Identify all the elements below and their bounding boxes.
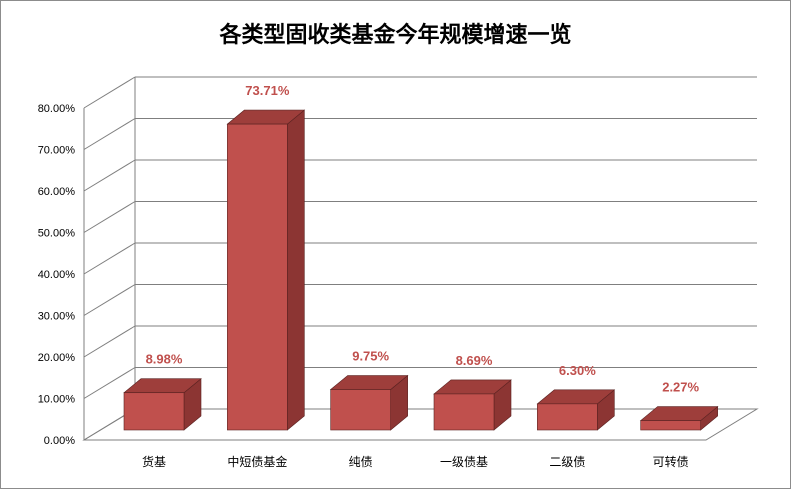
side-gridline [83, 284, 136, 316]
category-label: 可转债 [653, 454, 689, 469]
side-gridline [83, 367, 136, 399]
bar [639, 405, 719, 431]
category-label: 二级债 [549, 455, 585, 469]
side-gridline [83, 76, 136, 109]
bar-front [640, 420, 701, 431]
bar [226, 109, 306, 431]
bar [329, 374, 409, 431]
y-tick-label: 0.00% [44, 435, 75, 447]
category-label: 纯债 [349, 455, 373, 469]
bars [123, 109, 719, 431]
y-tick-label: 60.00% [38, 186, 76, 198]
bar [123, 378, 202, 431]
data-label: 8.69% [456, 353, 493, 368]
y-tick-label: 40.00% [38, 269, 76, 281]
side-gridline [83, 325, 136, 358]
y-tick-label: 80.00% [38, 103, 76, 115]
y-tick-label: 70.00% [38, 145, 76, 157]
y-tick-label: 10.00% [38, 394, 76, 406]
side-gridline [83, 201, 136, 233]
data-label: 8.98% [146, 352, 183, 367]
data-label: 6.30% [559, 363, 596, 378]
data-label: 73.71% [245, 83, 290, 98]
side-gridline [83, 118, 136, 150]
bar [433, 379, 512, 431]
side-gridline [83, 159, 136, 192]
bar-side [287, 109, 305, 431]
bar-front [123, 392, 185, 431]
bar-front [433, 393, 495, 431]
data-label: 2.27% [662, 380, 699, 395]
y-tick-label: 20.00% [38, 352, 76, 364]
y-tick-label: 50.00% [38, 228, 76, 240]
category-label: 货基 [142, 454, 166, 469]
bar-front [227, 123, 288, 431]
category-label: 中短债基金 [227, 454, 287, 469]
category-label: 一级债基 [440, 455, 488, 469]
bar-front [330, 389, 391, 431]
data-label: 9.75% [352, 349, 389, 364]
side-gridline [83, 242, 136, 275]
chart-title: 各类型固收类基金今年规模增速一览 [219, 22, 572, 48]
bar-front [537, 403, 598, 431]
bar [536, 389, 616, 431]
y-tick-label: 30.00% [38, 311, 76, 323]
